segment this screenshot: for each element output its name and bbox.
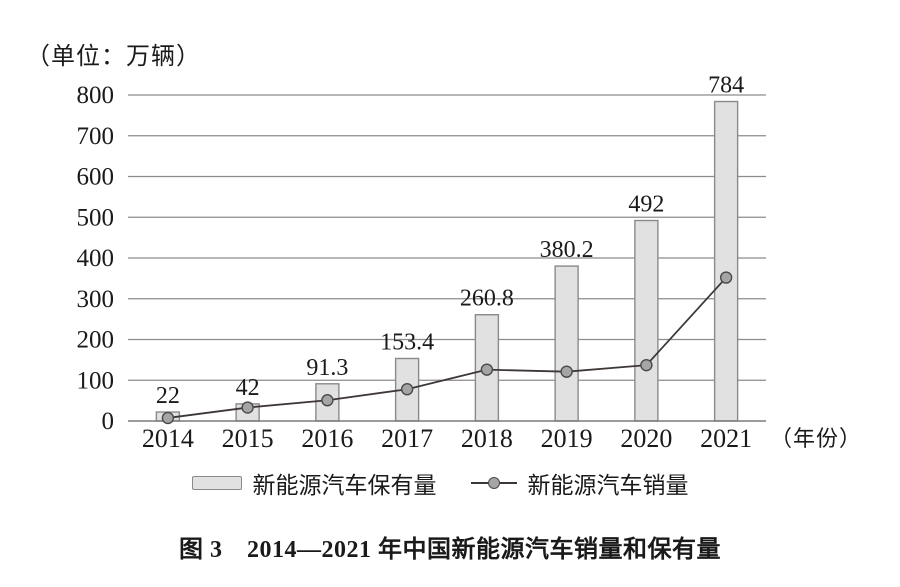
legend-item-sales: 新能源汽车销量	[470, 466, 689, 500]
sales-marker-2020	[640, 358, 653, 372]
bar-value-label: 91.3	[306, 355, 348, 381]
bar-value-label: 784	[708, 73, 744, 99]
x-tick-label: 2014	[142, 424, 194, 453]
legend: 新能源汽车保有量 新能源汽车销量	[0, 466, 880, 500]
sales-marker-2015	[241, 401, 254, 414]
sales-marker-2014	[161, 411, 175, 425]
y-tick-label: 400	[77, 245, 115, 272]
sales-marker-2018	[480, 363, 494, 376]
sales-marker-2017	[400, 383, 414, 396]
bar-line-chart: 0 100 200 300 400 500 600 700 800 22 42 91.3 153.4 26…	[77, 73, 862, 453]
y-tick-label: 500	[77, 204, 115, 231]
x-tick-label: 2015	[222, 424, 274, 453]
bar-2021	[713, 100, 739, 422]
y-tick-label: 200	[77, 327, 115, 354]
legend-label-sales: 新能源汽车销量	[527, 473, 689, 498]
line-dot-swatch-icon	[470, 477, 517, 489]
sales-marker-2021	[719, 271, 733, 284]
x-tick-label: 2019	[541, 424, 593, 453]
y-tick-label: 600	[77, 164, 115, 191]
y-tick-label: 700	[77, 123, 115, 150]
bar-2020	[634, 219, 659, 422]
bar-value-label: 42	[236, 375, 260, 401]
x-tick-label: 2021	[700, 424, 752, 453]
figure-caption: 图 3 2014—2021 年中国新能源汽车销量和保有量	[179, 537, 721, 563]
legend-item-ownership: 新能源汽车保有量	[191, 466, 437, 500]
y-axis-unit-label: （单位：万辆）	[26, 44, 201, 70]
x-tick-label: 2016	[301, 424, 353, 453]
sales-marker-2016	[321, 394, 334, 407]
legend-label-ownership: 新能源汽车保有量	[252, 473, 437, 498]
bar-value-label: 260.8	[460, 286, 514, 312]
y-tick-label: 300	[77, 286, 115, 313]
bar-value-label: 153.4	[380, 329, 434, 355]
bar-value-label: 380.2	[540, 237, 594, 263]
y-tick-label: 800	[77, 82, 115, 109]
y-tick-label: 100	[77, 367, 115, 394]
bar-2019	[554, 265, 579, 422]
sales-line	[167, 276, 727, 419]
x-axis-suffix-label: （年份）	[770, 426, 862, 451]
sales-marker-2019	[560, 365, 573, 378]
x-tick-label: 2017	[381, 424, 433, 453]
x-tick-label: 2018	[461, 424, 513, 453]
y-tick-label: 0	[102, 408, 115, 435]
bar-swatch-icon	[191, 476, 242, 490]
bar-value-label: 22	[156, 383, 180, 409]
bar-value-label: 492	[628, 192, 664, 218]
x-tick-label: 2020	[620, 424, 672, 453]
